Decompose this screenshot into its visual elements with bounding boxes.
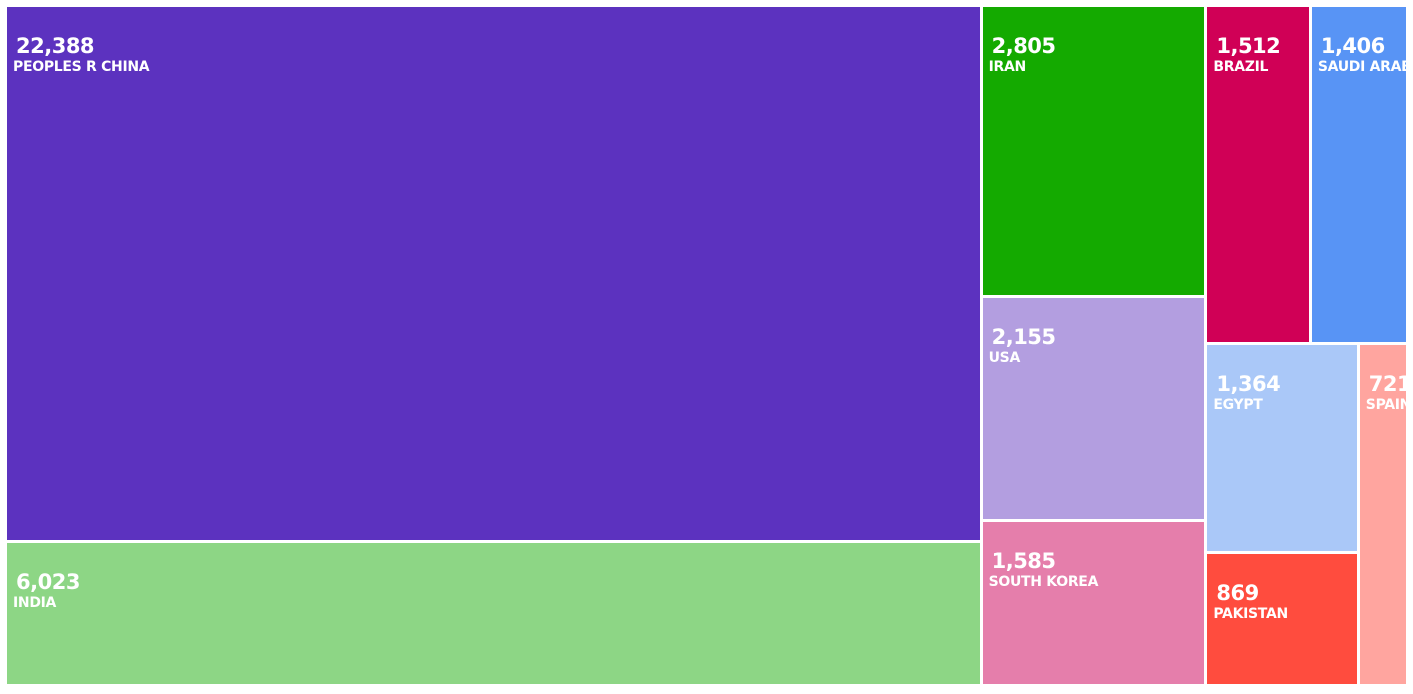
tile-category-label: SAUDI ARABIA	[1317, 59, 1406, 75]
tile-category-label: PEOPLES R CHINA	[13, 59, 150, 75]
tile-value-label: 2,805	[991, 34, 1056, 58]
tile-category-label: IRAN	[988, 59, 1027, 75]
tile-value-label: 1,585	[991, 549, 1056, 574]
tile-value-label: 1,364	[1216, 371, 1281, 396]
tile-category-label: SPAIN	[1365, 396, 1406, 413]
treemap-tile-iran: 2,805 IRAN	[982, 7, 1205, 296]
treemap-tile-pakistan: 869 PAKISTAN	[1207, 553, 1357, 684]
tile-value-label: 721	[1368, 371, 1406, 396]
tile-value-label: 6,023	[16, 569, 80, 594]
treemap-tile-india: 6,023 INDIA	[7, 542, 980, 684]
tile-category-label: INDIA	[13, 594, 57, 611]
tile-value-label: 22,388	[16, 34, 95, 58]
tile-value-label: 1,406	[1320, 34, 1385, 58]
tile-value-label: 869	[1216, 580, 1259, 605]
tile-category-label: USA	[988, 350, 1021, 367]
treemap-tile-south-korea: 1,585 SOUTH KOREA	[982, 522, 1205, 684]
treemap-tile-peoples-r-china: 22,388 PEOPLES R CHINA	[7, 7, 980, 540]
tile-category-label: EGYPT	[1213, 396, 1263, 413]
tile-value-label: 2,155	[991, 325, 1056, 350]
tile-category-label: PAKISTAN	[1213, 605, 1288, 622]
tile-value-label: 1,512	[1216, 34, 1281, 58]
treemap-tile-egypt: 1,364 EGYPT	[1207, 344, 1357, 551]
treemap-tile-brazil: 1,512 BRAZIL	[1207, 7, 1309, 342]
tile-category-label: SOUTH KOREA	[988, 574, 1099, 591]
treemap-tile-spain: 721 SPAIN	[1359, 344, 1406, 684]
treemap-tile-usa: 2,155 USA	[982, 298, 1205, 520]
tile-category-label: BRAZIL	[1213, 59, 1269, 75]
